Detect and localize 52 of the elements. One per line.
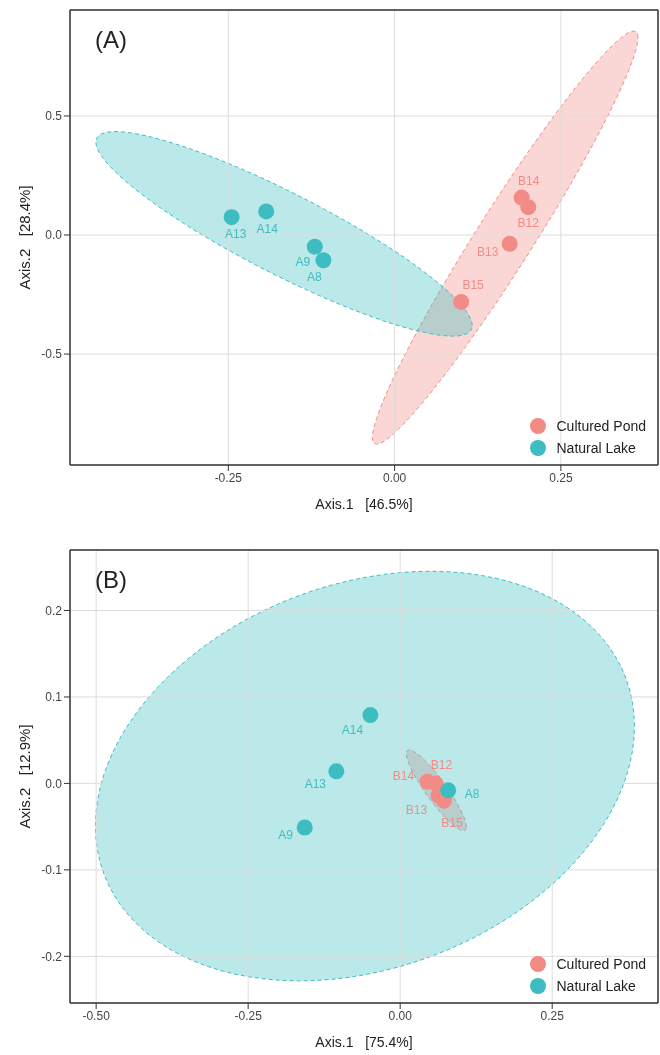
y-tick-label: 0.0 — [45, 776, 63, 791]
point — [328, 763, 345, 780]
point — [296, 819, 313, 836]
data-label: A8 — [464, 787, 480, 802]
legend-label: Natural Lake — [556, 440, 636, 456]
data-label: A9 — [278, 827, 294, 842]
point — [440, 782, 457, 799]
y-tick-label: 0.2 — [45, 603, 63, 618]
x-tick-label: -0.50 — [82, 1008, 111, 1023]
data-label: A14 — [341, 723, 364, 738]
x-tick-label: -0.25 — [234, 1008, 263, 1023]
y-tick-label: 0.1 — [45, 690, 63, 705]
data-label: B14 — [517, 173, 540, 188]
point — [306, 238, 323, 255]
x-tick-label: -0.25 — [214, 470, 243, 485]
data-label: A8 — [307, 270, 323, 285]
y-tick-label: -0.2 — [41, 949, 63, 964]
point — [520, 199, 537, 216]
y-axis-title: Axis.2 [28.4%] — [15, 185, 33, 290]
text: (B) — [95, 566, 127, 593]
data-label: B12 — [430, 758, 453, 773]
data-label: B13 — [476, 244, 499, 259]
x-tick-label: 0.25 — [540, 1008, 565, 1023]
data-label: B15 — [441, 815, 463, 830]
y-axis-title: Axis.2 [12.9%] — [15, 724, 33, 829]
point — [501, 235, 518, 252]
point — [315, 252, 332, 269]
point — [362, 707, 379, 724]
point — [453, 293, 470, 310]
legend-label: Natural Lake — [556, 978, 636, 994]
y-tick-label: -0.5 — [41, 347, 63, 362]
data-label: A14 — [256, 222, 279, 237]
text: (A) — [95, 26, 127, 53]
x-axis-title: Axis.1 [75.4%] — [315, 1034, 413, 1050]
data-label: B14 — [392, 768, 415, 783]
x-tick-label: 0.25 — [549, 470, 573, 485]
point — [223, 209, 240, 226]
data-label: B15 — [462, 277, 485, 292]
x-axis-title: Axis.1 [46.5%] — [315, 496, 413, 512]
data-label: A13 — [304, 777, 327, 792]
legend-label: Cultured Pond — [556, 418, 646, 434]
y-tick-label: -0.1 — [41, 863, 63, 878]
point — [258, 203, 275, 220]
data-label: A9 — [295, 254, 311, 269]
data-label: B12 — [517, 216, 540, 231]
x-tick-label: 0.00 — [382, 470, 407, 485]
y-tick-label: 0.0 — [45, 228, 63, 243]
y-tick-label: 0.5 — [45, 109, 63, 124]
x-tick-label: 0.00 — [388, 1008, 413, 1023]
legend-label: Cultured Pond — [556, 956, 646, 972]
data-label: B13 — [405, 802, 428, 817]
data-label: A13 — [224, 227, 247, 242]
